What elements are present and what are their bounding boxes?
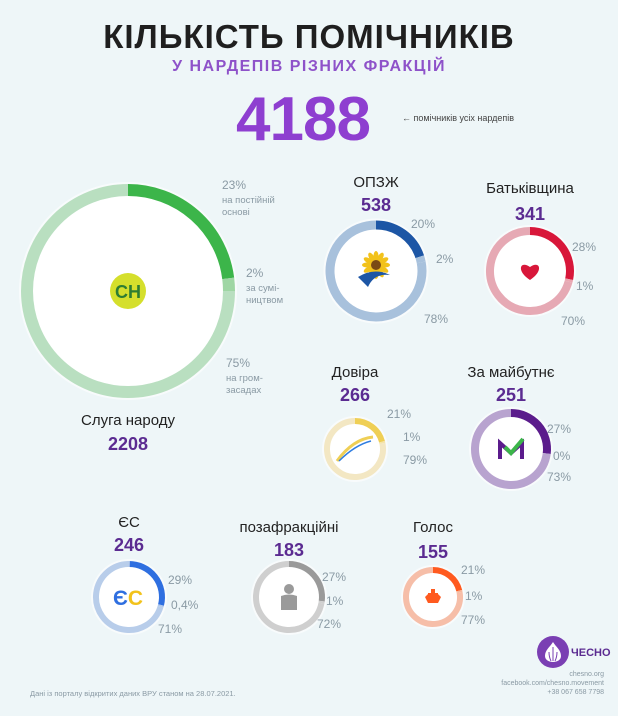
percent-label: 0% — [553, 449, 571, 463]
donut-5 — [469, 407, 553, 491]
faction-name: За майбутнє — [467, 364, 555, 381]
percent-label: 77% — [461, 613, 486, 627]
donut-center — [330, 424, 380, 474]
donut-segment — [21, 184, 235, 398]
percent-label: 78% — [424, 312, 449, 326]
brand-name: ЧЕСНО — [571, 647, 611, 659]
donut-6 — [91, 559, 167, 635]
total-note: ← помічників усіх нардепів — [402, 113, 515, 123]
percent-label: 2% — [436, 252, 454, 266]
percent-label: 1% — [576, 279, 594, 293]
percent-description: на постійній — [222, 195, 275, 206]
holos-logo — [425, 589, 441, 603]
opzzh-sunflower-logo — [358, 251, 390, 287]
yes-logo-text: ЄС — [113, 587, 143, 610]
percent-description: ництвом — [246, 295, 284, 306]
percent-label: 20% — [411, 217, 436, 231]
percent-description: за сумі- — [246, 283, 280, 294]
percent-label: 21% — [461, 563, 486, 577]
total-assistants: 4188 — [236, 85, 371, 154]
percent-label: 28% — [572, 240, 597, 254]
percent-label: 27% — [322, 570, 347, 584]
donut-segment — [432, 567, 463, 592]
faction-name: Батьківщина — [486, 180, 574, 197]
donut-segment — [253, 561, 325, 633]
donut-segment — [288, 561, 325, 602]
faction-name: ЄС — [118, 514, 140, 531]
yes-logo: ЄС — [113, 587, 143, 610]
faction-name: Довіра — [331, 364, 379, 381]
page-subtitle: У НАРДЕПІВ РІЗНИХ ФРАКЦІЙ — [172, 58, 446, 75]
faction-total: 251 — [495, 385, 527, 405]
donut-center — [479, 417, 543, 481]
donut-segment — [564, 278, 574, 283]
donut-segment — [415, 255, 426, 264]
za-maibutnie-check-logo — [498, 437, 525, 459]
donut-segment — [93, 561, 164, 633]
faction-total: 246 — [113, 535, 145, 555]
donut-segment — [529, 227, 574, 281]
faction-name: позафракційні — [239, 519, 339, 536]
donut-segment — [486, 227, 573, 315]
page-title: КІЛЬКІСТЬ ПОМІЧНИКІВ — [103, 18, 515, 55]
faction-total: 538 — [360, 195, 392, 215]
percent-label: 79% — [403, 453, 428, 467]
percent-label: 71% — [158, 622, 183, 636]
percent-label: 73% — [547, 470, 572, 484]
donut-segment — [222, 277, 235, 292]
faction-name: Слуга народу — [81, 412, 175, 429]
donut-segment — [471, 409, 551, 489]
person-icon — [281, 584, 297, 610]
contact-facebook: facebook.com/chesno.movement — [501, 680, 604, 687]
percent-label: 75% — [226, 356, 251, 370]
donut-segment — [128, 561, 165, 606]
footer-contacts: chesno.org facebook.com/chesno.movement … — [501, 670, 604, 697]
percent-label: 2% — [246, 266, 264, 280]
percent-label: 23% — [222, 178, 247, 192]
sluha-logo-text: СН — [115, 282, 141, 302]
donut-segment — [325, 220, 427, 322]
donut-segment — [510, 409, 551, 455]
donut-segment — [127, 184, 235, 280]
percent-description: засадах — [226, 385, 262, 396]
percent-description: основі — [222, 207, 250, 218]
percent-label: 1% — [465, 589, 483, 603]
percent-label: 27% — [547, 422, 572, 436]
faction-total: 155 — [417, 542, 449, 562]
percent-label: 0,4% — [171, 598, 199, 612]
faction-name: ОПЗЖ — [353, 174, 399, 191]
contact-phone: +38 067 658 7798 — [547, 689, 604, 696]
faction-total: 266 — [339, 385, 371, 405]
contact-website: chesno.org — [569, 671, 604, 678]
faction-total: 341 — [514, 204, 546, 224]
donut-segment — [324, 418, 386, 480]
faction-total: 2208 — [107, 434, 149, 454]
percent-label: 72% — [317, 617, 342, 631]
sluha-narodu-logo: СН — [110, 273, 146, 309]
donut-segment — [375, 220, 425, 259]
donut-segment — [403, 567, 463, 627]
faction-name: Голос — [413, 519, 453, 536]
percent-label: 21% — [387, 407, 412, 421]
percent-description: на гром- — [226, 373, 263, 384]
dovira-swoosh-logo — [335, 435, 374, 462]
percent-label: 1% — [326, 594, 344, 608]
chesno-garlic-logo — [537, 636, 569, 668]
faction-total: 183 — [273, 540, 305, 560]
heart-logo — [520, 264, 540, 280]
donut-center — [99, 567, 159, 627]
donut-segment — [354, 418, 385, 443]
data-source-note: Дані із порталу відкритих даних ВРУ стан… — [30, 689, 236, 698]
donut-4 — [322, 416, 388, 482]
percent-label: 29% — [168, 573, 193, 587]
percent-label: 70% — [561, 314, 586, 328]
percent-label: 1% — [403, 430, 421, 444]
